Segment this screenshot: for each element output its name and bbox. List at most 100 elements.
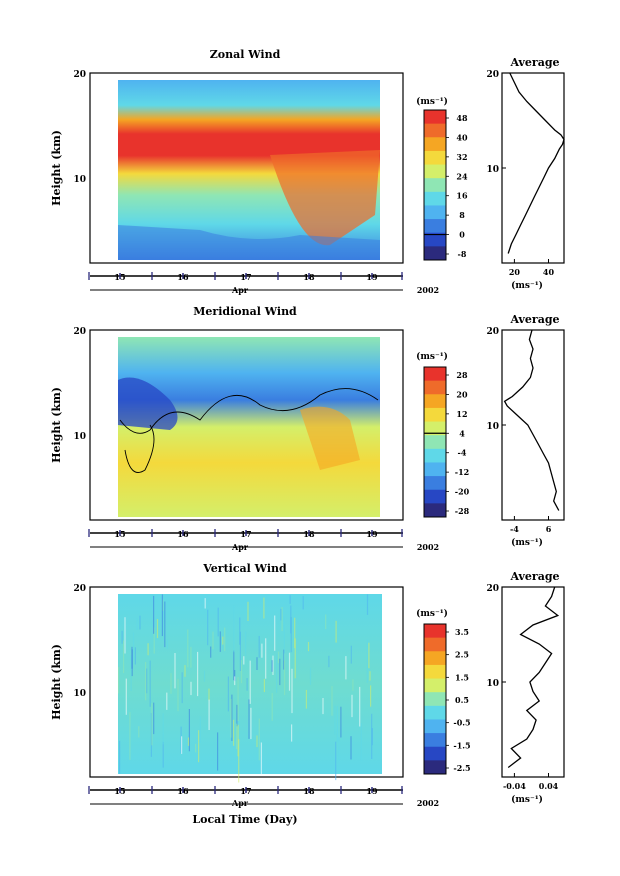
colorbar-swatch [424, 719, 446, 734]
profile-frame [501, 586, 565, 778]
zonal-low-region [118, 225, 380, 260]
vertical-streak [271, 693, 273, 721]
day-tick-label: 19 [366, 786, 378, 796]
colorbar-swatch [424, 394, 446, 409]
vertical-streak [249, 660, 251, 704]
colorbar-swatch [424, 692, 446, 707]
vertical-streak [153, 702, 155, 735]
profile-xtick-label: -4 [510, 524, 519, 534]
profile-units-label: (ms⁻¹) [511, 537, 543, 548]
colorbar-swatch [424, 462, 446, 477]
vertical-streak [224, 627, 226, 652]
day-tick-label: 17 [240, 529, 251, 539]
vertical-avg-title: Average [509, 570, 559, 583]
colorbar-swatch [424, 137, 446, 152]
colorbar-tick-label: 24 [456, 171, 468, 181]
vertical-streak [271, 660, 273, 672]
vertical-streak [217, 607, 219, 637]
vertical-streak [256, 735, 258, 748]
zonal-ytick-10: 10 [73, 175, 86, 185]
vertical-streak [187, 737, 190, 746]
colorbar-swatch [424, 678, 446, 693]
colorbar-swatch [424, 760, 446, 775]
zonal-xaxis: 15 16 17 18 19 [88, 272, 403, 291]
colorbar-swatch [424, 476, 446, 491]
vertical-streak [245, 631, 247, 656]
vertical-streak [125, 678, 127, 715]
vertical-streak [204, 598, 206, 609]
day-tick-label: 16 [177, 272, 189, 282]
vertical-streak [369, 671, 371, 681]
colorbar-tick-label: 0 [459, 230, 465, 240]
vertical-streak [366, 594, 369, 615]
colorbar-tick-label: 32 [456, 152, 467, 162]
colorbar-frame [423, 623, 447, 775]
day-tick-label: 18 [303, 786, 315, 796]
vertical-streak [336, 706, 338, 742]
vertical-streak [233, 650, 235, 681]
vertical-streak [350, 645, 352, 664]
profile-xtick-label: 20 [509, 267, 521, 277]
vertical-streak [166, 692, 168, 710]
vertical-streak [248, 699, 250, 739]
vertical-streak [291, 668, 293, 714]
vertical-streak [239, 617, 241, 645]
vertical-streak [118, 667, 120, 694]
colorbar-swatch [424, 664, 446, 680]
colorbar-swatch [424, 407, 446, 423]
colorbar-swatch [424, 503, 446, 518]
vertical-streak [305, 689, 307, 709]
vertical-streak [187, 629, 189, 668]
vertical-streak [284, 653, 286, 696]
zonal-avg-title: Average [509, 56, 559, 69]
vertical-streak [139, 615, 141, 630]
vertical-streak [289, 595, 291, 604]
vertical-streak [277, 651, 280, 664]
vertical-streak [335, 741, 337, 781]
vertical-streak [345, 656, 347, 680]
vertical-streak [237, 677, 239, 721]
vertical-streak [188, 709, 190, 752]
vertical-streak [294, 638, 296, 679]
vertical-streak [166, 639, 168, 649]
vertical-streak [290, 617, 292, 653]
vertical-streak [239, 631, 241, 671]
vertical-streak [136, 618, 138, 630]
vertical-streak [276, 654, 278, 693]
profile-xtick-label: -0.04 [503, 781, 526, 791]
day-tick-label: 18 [303, 272, 315, 282]
colorbar-tick-label: 40 [456, 132, 468, 142]
vertical-streak [335, 620, 337, 643]
colorbar-tick-label: -1.5 [453, 740, 470, 750]
zonal-ylabel: Height (km) [50, 130, 63, 206]
meridional-year-label: 2002 [417, 542, 439, 552]
vertical-streak [291, 724, 293, 742]
vertical-streak [279, 658, 281, 686]
vertical-streak [309, 667, 312, 685]
day-tick-label: 15 [114, 529, 125, 539]
profile-xtick-label: 6 [546, 524, 552, 534]
vertical-streak [351, 694, 353, 718]
vertical-streak [177, 678, 179, 712]
colorbar-tick-label: -4 [458, 448, 467, 458]
colorbar-tick-label: 28 [456, 370, 468, 380]
vertical-streak [219, 631, 221, 652]
vertical-streak [246, 678, 248, 691]
vertical-streak [153, 595, 155, 634]
colorbar-swatch [424, 205, 446, 220]
vertical-streak [162, 713, 164, 745]
vertical-streak [146, 668, 148, 694]
vertical-streak [240, 660, 243, 684]
vertical-streak [121, 630, 123, 644]
meridional-month-label: Apr [231, 542, 249, 552]
day-tick-label: 17 [240, 272, 251, 282]
vertical-streak [368, 642, 370, 669]
vertical-streak [138, 726, 140, 738]
vertical-streak [212, 631, 214, 650]
profile-ytick-10: 10 [486, 422, 499, 432]
colorbar-swatch [424, 150, 446, 166]
vertical-streak [325, 614, 327, 630]
vertical-streak [233, 605, 235, 653]
vertical-streak [258, 718, 260, 761]
vertical-streak [234, 670, 236, 682]
